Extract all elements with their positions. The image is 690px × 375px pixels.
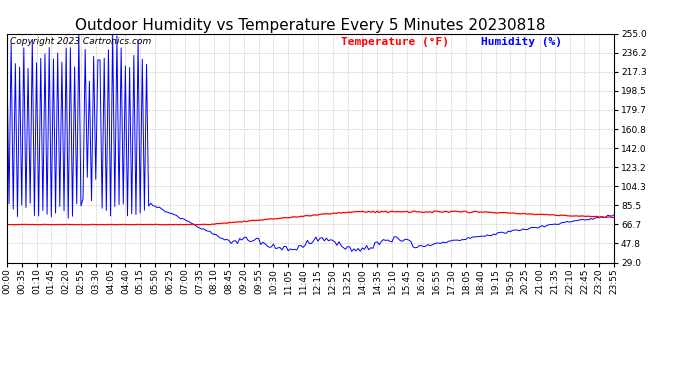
Text: Humidity (%): Humidity (%): [480, 37, 562, 47]
Title: Outdoor Humidity vs Temperature Every 5 Minutes 20230818: Outdoor Humidity vs Temperature Every 5 …: [75, 18, 546, 33]
Text: Copyright 2023 Cartronics.com: Copyright 2023 Cartronics.com: [10, 37, 151, 46]
Text: Temperature (°F): Temperature (°F): [341, 37, 449, 47]
